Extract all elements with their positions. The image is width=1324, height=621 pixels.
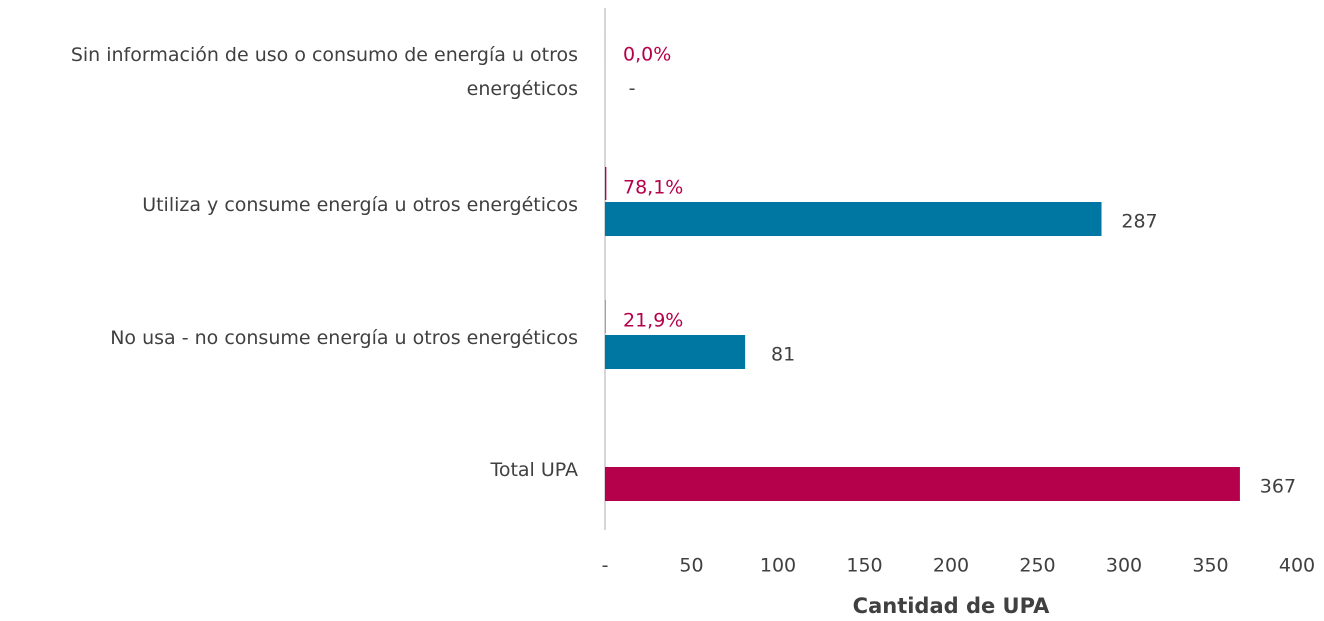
x-tick-label: 200 [933, 555, 969, 577]
x-tick-label: 350 [1192, 555, 1228, 577]
category-label: Utiliza y consume energía u otros energé… [142, 194, 578, 216]
count-label: 287 [1121, 211, 1157, 233]
count-label: 81 [771, 344, 795, 366]
x-tick-label: 50 [679, 555, 703, 577]
percent-label: 78,1% [623, 177, 683, 199]
category-label: Sin información de uso o consumo de ener… [70, 44, 578, 100]
x-axis-title: Cantidad de UPA [853, 594, 1050, 618]
category-label: Total UPA [490, 459, 578, 481]
count-label: - [629, 78, 636, 100]
x-tick-label: 150 [846, 555, 882, 577]
count-bar [605, 202, 1102, 236]
x-tick-label: 250 [1019, 555, 1055, 577]
percent-label: 21,9% [623, 310, 683, 332]
count-bar [605, 467, 1240, 501]
percent-bar [605, 167, 607, 200]
x-tick-label: 300 [1106, 555, 1142, 577]
x-tick-label: 400 [1279, 555, 1315, 577]
count-bar [605, 335, 746, 369]
count-label: 367 [1260, 476, 1296, 498]
x-tick-label: 100 [760, 555, 796, 577]
category-label: No usa - no consume energía u otros ener… [110, 327, 578, 349]
x-tick-label: - [602, 555, 609, 577]
percent-label: 0,0% [623, 44, 671, 66]
